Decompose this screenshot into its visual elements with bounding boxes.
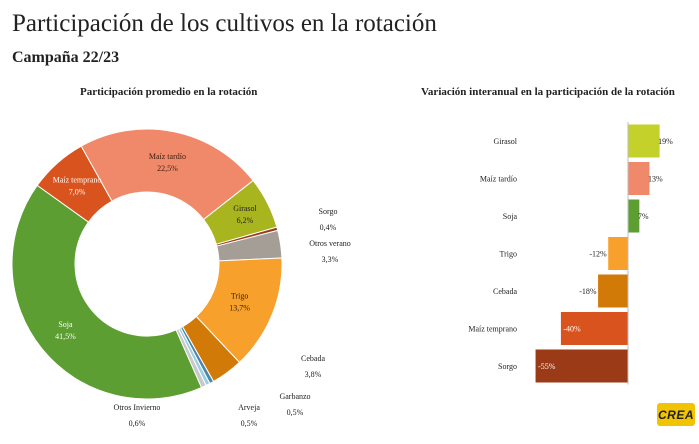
bar-value-girasol: 19% bbox=[658, 137, 673, 146]
crea-logo: CREA bbox=[657, 403, 695, 426]
donut-value-otros-invierno: 0,6% bbox=[129, 419, 146, 428]
donut-value-sorgo: 0,4% bbox=[320, 223, 337, 232]
page-title: Participación de los cultivos en la rota… bbox=[12, 10, 437, 37]
donut-chart-title: Participación promedio en la rotación bbox=[80, 86, 258, 98]
donut-value-otros-verano: 3,3% bbox=[322, 255, 339, 264]
bar-value-trigo: -12% bbox=[589, 250, 607, 259]
bar-maiz-tardio bbox=[627, 161, 651, 196]
donut-label-trigo: Trigo bbox=[231, 292, 249, 301]
bar-value-cebada: -18% bbox=[579, 287, 597, 296]
donut-value-garbanzo: 0,5% bbox=[287, 408, 304, 417]
donut-label-sorgo: Sorgo bbox=[319, 207, 338, 216]
bar-category-cebada: Cebada bbox=[493, 287, 517, 296]
bar-girasol bbox=[627, 123, 661, 159]
bar-value-maiz-temprano: -40% bbox=[563, 325, 581, 334]
bar-category-soja: Soja bbox=[503, 212, 518, 221]
bar-cebada bbox=[597, 273, 629, 309]
page-subtitle: Campaña 22/23 bbox=[12, 49, 120, 66]
bar-category-sorgo: Sorgo bbox=[498, 362, 517, 371]
donut-value-maiz-temprano: 7,0% bbox=[69, 188, 86, 197]
donut-label-cebada: Cebada bbox=[301, 354, 325, 363]
bar-sorgo bbox=[534, 348, 629, 384]
donut-value-maiz-tardio: 22,5% bbox=[157, 164, 178, 173]
donut-slice-soja bbox=[11, 184, 203, 400]
bar-category-trigo: Trigo bbox=[500, 250, 518, 259]
bar-category-maiz-tardio: Maíz tardío bbox=[480, 175, 517, 184]
donut-label-maiz-temprano: Maíz temprano bbox=[53, 176, 102, 185]
bar-chart-title: Variación interanual en la participación… bbox=[421, 86, 675, 98]
donut-label-otros-invierno: Otros Invierno bbox=[114, 403, 161, 412]
donut-value-arveja: 0,5% bbox=[241, 419, 258, 428]
bar-category-girasol: Girasol bbox=[493, 137, 517, 146]
donut-slice-maiz-tardio bbox=[80, 128, 254, 221]
bar-category-maiz-temprano: Maíz temprano bbox=[468, 325, 517, 334]
donut-value-cebada: 3,8% bbox=[305, 370, 322, 379]
donut-label-girasol: Girasol bbox=[233, 204, 257, 213]
bar-value-maiz-tardio: 13% bbox=[648, 175, 663, 184]
donut-value-trigo: 13,7% bbox=[229, 304, 250, 313]
donut-value-soja: 41,5% bbox=[55, 332, 76, 341]
bar-trigo bbox=[607, 236, 629, 271]
donut-label-arveja: Arveja bbox=[238, 403, 260, 412]
donut-label-maiz-tardio: Maíz tardío bbox=[149, 152, 186, 161]
bar-value-soja: 7% bbox=[638, 212, 649, 221]
donut-label-otros-verano: Otros verano bbox=[309, 239, 351, 248]
donut-value-girasol: 6,2% bbox=[237, 216, 254, 225]
donut-slice-maiz-temprano bbox=[36, 145, 113, 223]
donut-label-soja: Soja bbox=[58, 320, 73, 329]
bar-value-sorgo: -55% bbox=[538, 362, 556, 371]
donut-label-garbanzo: Garbanzo bbox=[279, 392, 310, 401]
